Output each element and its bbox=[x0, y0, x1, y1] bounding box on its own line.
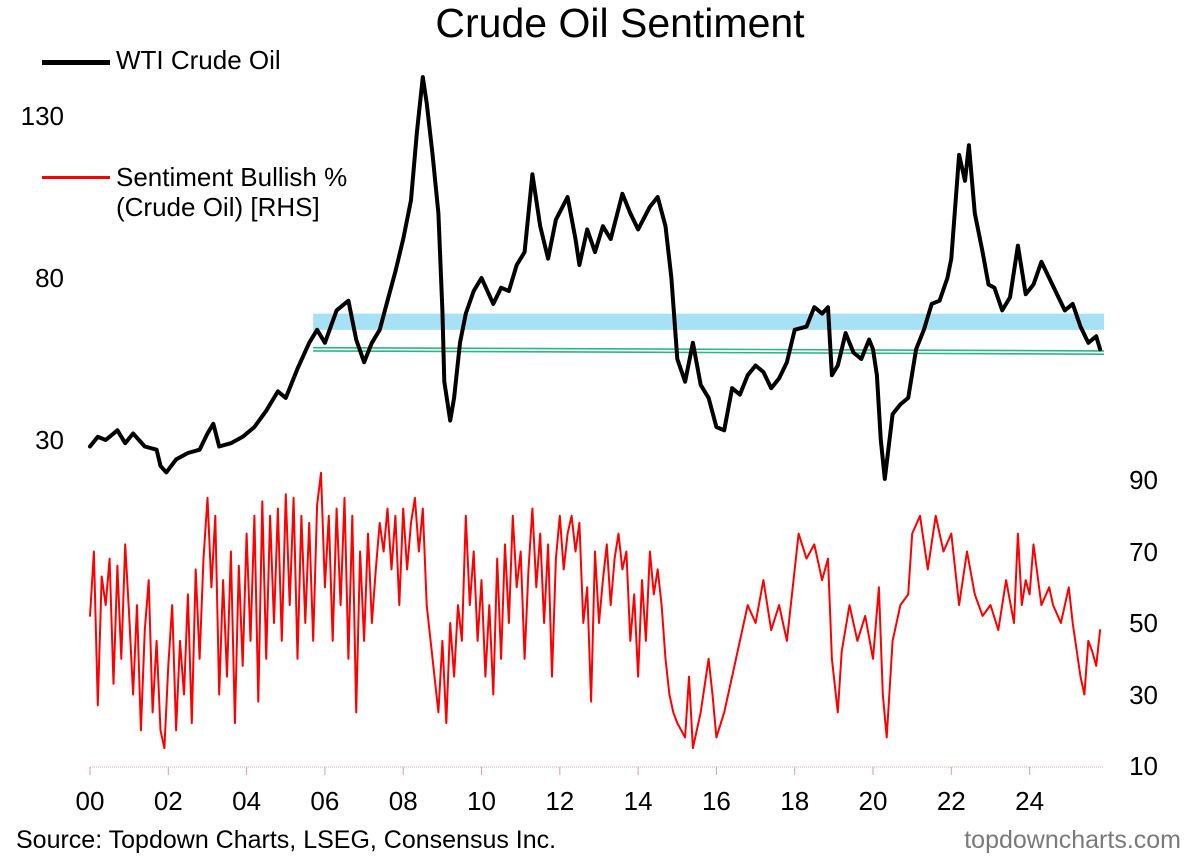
legend-label-wti: WTI Crude Oil bbox=[116, 45, 281, 75]
series-layer bbox=[88, 75, 1103, 750]
left-tick-label: 130 bbox=[20, 101, 64, 131]
right-tick-label: 50 bbox=[1129, 608, 1158, 638]
x-tick-label: 12 bbox=[545, 786, 575, 816]
right-tick-label: 90 bbox=[1129, 465, 1158, 495]
x-tick-label: 00 bbox=[75, 786, 105, 816]
trend-line-2 bbox=[313, 350, 1105, 355]
x-tick-label: 22 bbox=[936, 786, 966, 816]
blue-band-layer bbox=[313, 313, 1104, 330]
x-tick-label: 10 bbox=[467, 786, 496, 816]
x-tick-label: 20 bbox=[858, 786, 888, 816]
trend-lines-layer bbox=[313, 346, 1105, 355]
x-tick-label: 02 bbox=[153, 786, 183, 816]
legend-swatch-wti bbox=[42, 60, 110, 65]
x-tick-label: 06 bbox=[310, 786, 340, 816]
credit-note: topdowncharts.com bbox=[964, 826, 1181, 854]
resistance-band bbox=[313, 313, 1104, 330]
series-line-sentiment bbox=[89, 471, 1102, 750]
x-axis bbox=[89, 766, 1104, 775]
left-tick-label: 80 bbox=[35, 263, 64, 293]
chart-title: Crude Oil Sentiment bbox=[435, 0, 805, 46]
left-tick-label: 30 bbox=[35, 425, 64, 455]
x-tick-label: 18 bbox=[780, 786, 810, 816]
x-tick-label: 04 bbox=[232, 786, 262, 816]
x-tick-label: 24 bbox=[1015, 786, 1045, 816]
x-tick-label: 16 bbox=[701, 786, 731, 816]
right-tick-label: 70 bbox=[1129, 536, 1158, 567]
legend-swatch-sentiment bbox=[42, 176, 110, 179]
x-tick-label: 08 bbox=[388, 786, 418, 816]
series-line-wti bbox=[88, 75, 1103, 481]
source-note: Source: Topdown Charts, LSEG, Consensus … bbox=[16, 826, 557, 854]
right-tick-label: 10 bbox=[1129, 751, 1158, 781]
x-tick-label: 14 bbox=[623, 786, 653, 816]
right-tick-label: 30 bbox=[1129, 679, 1158, 710]
legend-label-sentiment: Sentiment Bullish % (Crude Oil) [RHS] bbox=[116, 162, 348, 222]
trend-line-1 bbox=[313, 346, 1105, 352]
